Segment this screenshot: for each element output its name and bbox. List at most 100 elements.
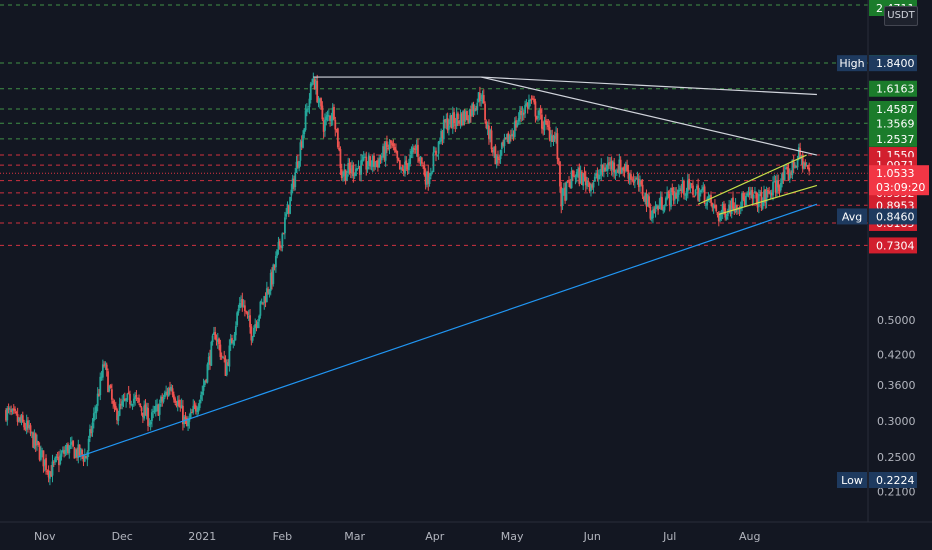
candle-body: [653, 208, 656, 214]
candle-body: [334, 120, 337, 130]
candle-body: [646, 195, 649, 207]
candle-body: [472, 104, 475, 112]
candle-body: [581, 171, 583, 186]
marker-avg-value: 0.8460: [876, 210, 915, 223]
candle-body: [464, 111, 467, 121]
candle-body: [264, 297, 267, 303]
candle-body: [120, 404, 122, 406]
candle-body: [747, 192, 750, 195]
candle-body: [91, 422, 94, 433]
candle-body: [667, 191, 670, 194]
candle-body: [263, 296, 266, 304]
candle-body: [20, 416, 23, 423]
candle-body: [24, 427, 27, 430]
candle-body: [343, 169, 346, 177]
candle-body: [109, 385, 112, 388]
candle-body: [516, 122, 519, 127]
time-tick-dec: Dec: [112, 530, 133, 543]
candle-body: [189, 412, 192, 418]
time-axis[interactable]: Nov Dec 2021 Feb Mar Apr May Jun Jul Aug: [34, 530, 761, 543]
candle-body: [410, 151, 413, 154]
candle-body: [672, 191, 675, 201]
candle-body: [369, 156, 372, 167]
candle-body: [361, 159, 364, 162]
candle-body: [172, 394, 175, 400]
candle-body: [384, 142, 387, 161]
candle-body: [253, 327, 255, 337]
candle-body: [419, 156, 422, 161]
candle-body: [143, 405, 146, 419]
candle-body: [578, 167, 581, 184]
candle-body: [597, 175, 600, 180]
candle-body: [786, 166, 789, 169]
candle-body: [479, 93, 481, 102]
candle-body: [742, 193, 745, 200]
candle-body: [86, 451, 89, 460]
candle-body: [694, 189, 697, 196]
candle-body: [495, 155, 498, 164]
candle-body: [198, 400, 201, 408]
candle-body: [298, 161, 301, 169]
blue-trendline: [78, 203, 818, 458]
candle-body: [191, 412, 193, 414]
green-level-label-bg: [869, 100, 917, 117]
price-axis[interactable]: 0.5000 0.4200 0.3600 0.3000 0.2500 0.2100: [877, 314, 916, 498]
candle-body: [446, 118, 449, 131]
candle-body: [12, 408, 15, 411]
candle-body: [202, 385, 205, 391]
candle-body: [686, 180, 689, 192]
candle-body: [329, 115, 332, 121]
candlestick-series: [5, 72, 811, 486]
green-level-label-bg: [869, 130, 917, 147]
price-tick: 0.4200: [877, 349, 916, 362]
candle-body: [506, 133, 508, 139]
candle-body: [417, 144, 419, 157]
candle-body: [690, 183, 693, 185]
candle-body: [154, 405, 157, 412]
candle-body: [342, 175, 344, 177]
candle-body: [526, 103, 529, 109]
candle-body: [11, 409, 14, 412]
candle-body: [29, 425, 32, 434]
candle-body: [440, 130, 443, 142]
candle-body: [167, 388, 170, 397]
candle-body: [320, 98, 322, 107]
candle-body: [509, 135, 512, 137]
candle-body: [760, 191, 763, 208]
marker-high-tag-bg: [837, 55, 867, 72]
candle-body: [426, 172, 428, 185]
candle-body: [591, 184, 594, 188]
candle-body: [245, 310, 248, 312]
candle-body: [113, 403, 116, 407]
candle-body: [307, 108, 310, 110]
candle-body: [659, 196, 662, 206]
candle-body: [129, 393, 131, 405]
candle-body: [386, 141, 388, 148]
current-price-countdown: 03:09:20: [876, 181, 925, 194]
candle-body: [231, 338, 233, 344]
candle-body: [378, 158, 381, 168]
candle-body: [151, 412, 153, 422]
currency-badge[interactable]: USDT: [884, 6, 918, 26]
candle-body: [379, 157, 382, 159]
candle-body: [435, 150, 437, 155]
candle-body: [469, 109, 472, 117]
candle-body: [130, 404, 133, 406]
candle-body: [716, 212, 719, 216]
candle-body: [356, 168, 359, 170]
candle-body: [391, 142, 393, 146]
candle-body: [36, 440, 38, 445]
candle-body: [45, 458, 47, 470]
candle-body: [387, 147, 390, 150]
candle-body: [433, 151, 436, 153]
candle-body: [454, 124, 457, 126]
candle-body: [54, 458, 56, 463]
candle-body: [695, 186, 698, 189]
candle-body: [284, 217, 286, 234]
candle-body: [94, 411, 96, 414]
candle-body: [701, 189, 703, 191]
candle-body: [639, 179, 641, 187]
candle-body: [135, 394, 138, 397]
candle-body: [74, 449, 77, 458]
